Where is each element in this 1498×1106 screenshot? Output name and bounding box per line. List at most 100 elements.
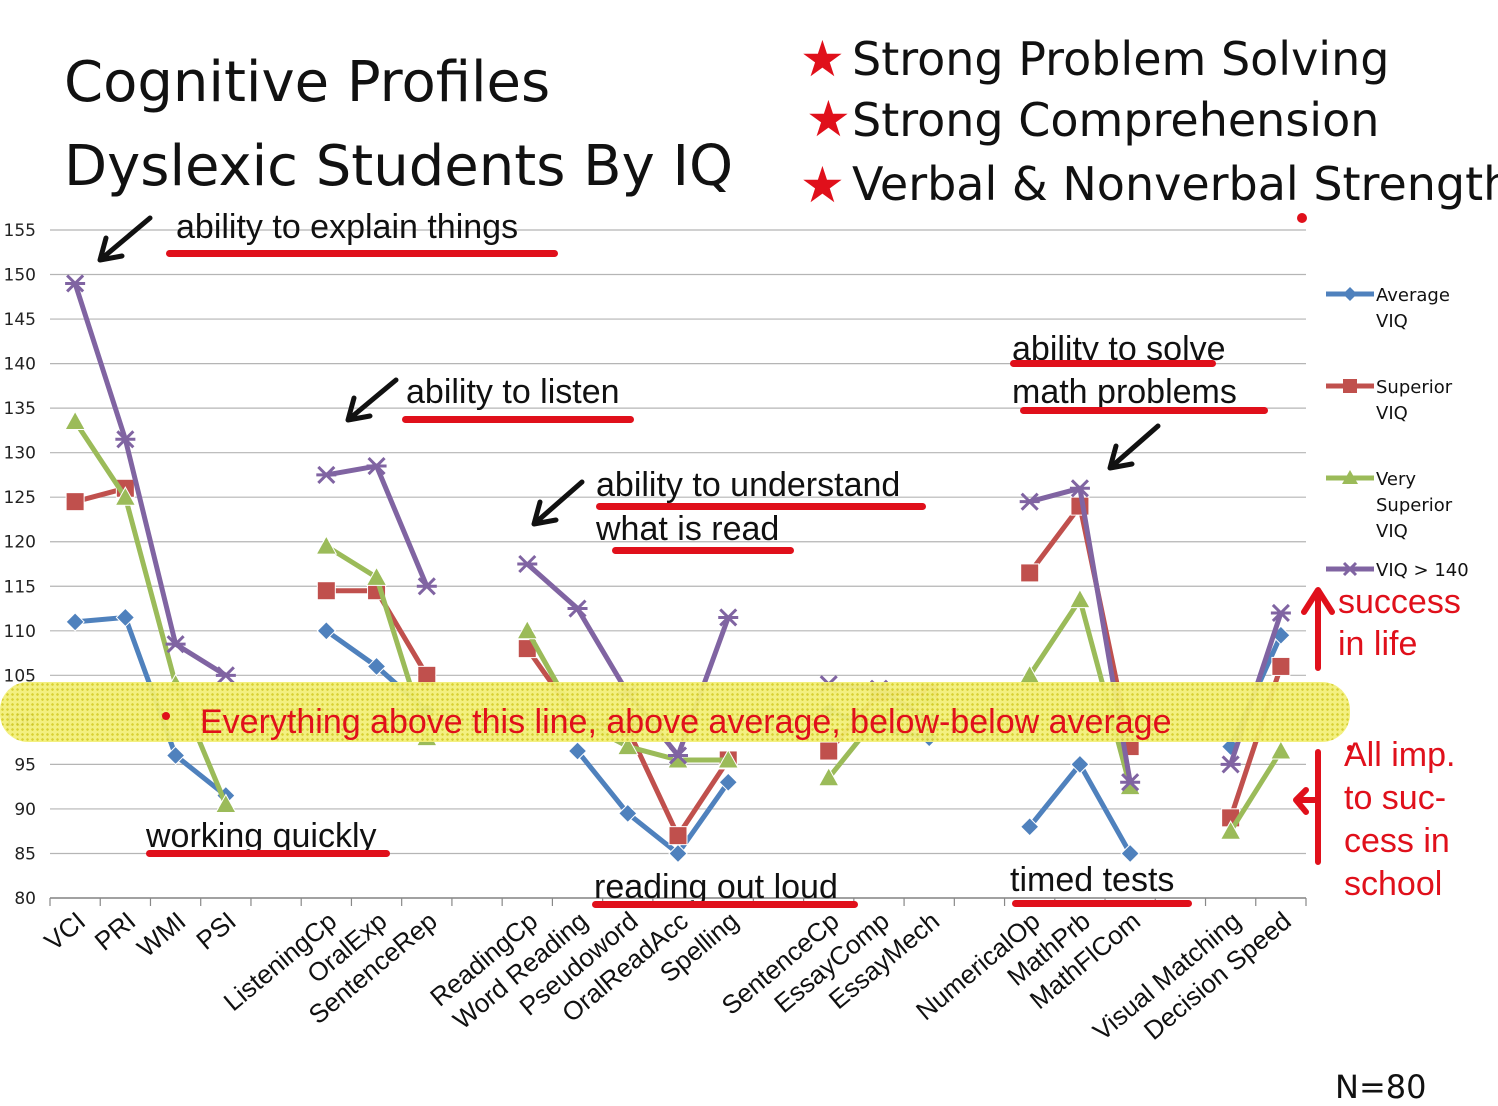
red-up-arrow-icon [1301, 587, 1335, 671]
strength-2: Strong Comprehension [852, 93, 1380, 147]
data-point [115, 607, 136, 628]
data-point [1220, 755, 1241, 774]
data-point [65, 492, 85, 512]
strength-3: Verbal & Nonverbal Strengths [852, 157, 1498, 211]
data-point [1271, 656, 1291, 676]
data-point [365, 566, 388, 586]
legend-label: VIQ [1376, 521, 1408, 542]
red-underline [402, 416, 634, 423]
data-point [214, 793, 237, 813]
data-point [1270, 603, 1291, 623]
data-point [1019, 817, 1040, 837]
average-threshold-band [0, 682, 1350, 742]
data-point [567, 599, 588, 618]
annotation-reading-loud: reading out loud [594, 868, 838, 906]
y-tick-label: 140 [4, 355, 36, 375]
bullet-dot [162, 712, 170, 720]
data-point [668, 746, 688, 765]
legend-marker [1343, 379, 1357, 393]
data-point [316, 465, 337, 484]
data-point [1120, 843, 1140, 864]
legend-marker [1342, 561, 1358, 577]
legend-label: Superior [1376, 495, 1453, 516]
annotation-listen: ability to listen [406, 373, 620, 411]
data-point [165, 635, 186, 654]
y-tick-label: 120 [4, 533, 36, 553]
band-label: Everything above this line, above averag… [200, 703, 1172, 741]
data-point [165, 745, 186, 766]
y-tick-label: 110 [4, 622, 36, 642]
chart-title-line2: Dyslexic Students By IQ [64, 134, 734, 199]
annotation-explain: ability to explain things [176, 208, 519, 246]
data-point [416, 577, 437, 596]
legend-label: Superior [1376, 377, 1453, 398]
data-point [1069, 479, 1090, 498]
y-tick-label: 135 [4, 399, 36, 419]
annotation-school-3: cess in [1344, 822, 1450, 860]
data-point [316, 621, 337, 641]
data-point [819, 741, 839, 761]
strength-1: Strong Problem Solving [852, 32, 1390, 86]
legend-label: VIQ > 140 [1376, 560, 1469, 581]
red-underline [166, 250, 558, 257]
red-underline [1012, 900, 1192, 907]
arrow-icon [531, 479, 585, 527]
legend-label: VIQ [1376, 311, 1408, 332]
red-star-icon: ★ [806, 90, 851, 148]
data-point [1219, 820, 1242, 840]
red-star-icon: ★ [800, 156, 845, 214]
y-tick-label: 125 [4, 488, 36, 508]
data-point [517, 554, 538, 574]
y-tick-label: 115 [4, 577, 36, 597]
data-point [1120, 773, 1141, 792]
y-tick-label: 150 [4, 266, 36, 286]
annotation-school-2: to suc- [1344, 779, 1447, 817]
series-line [575, 749, 731, 856]
y-tick-label: 155 [4, 221, 36, 241]
y-tick-label: 85 [14, 844, 36, 864]
annotation-timed: timed tests [1010, 861, 1175, 899]
data-point [114, 486, 137, 506]
chart-title-line1: Cognitive Profiles [64, 50, 551, 115]
data-point [516, 619, 539, 640]
data-point [215, 666, 236, 685]
arrow-icon [345, 377, 399, 423]
red-underline [1010, 360, 1216, 367]
y-tick-label: 145 [4, 310, 36, 330]
arrow-icon [97, 215, 153, 263]
y-tick-label: 80 [14, 889, 36, 909]
annotation-working: working quickly [146, 817, 377, 855]
red-underline [596, 503, 926, 510]
data-point [668, 843, 688, 864]
red-dot-icon [1297, 213, 1307, 223]
red-underline [592, 901, 858, 908]
y-tick-label: 95 [14, 755, 36, 775]
data-point [366, 656, 387, 677]
data-point [567, 741, 588, 761]
legend-marker [1343, 287, 1357, 301]
sample-size-label: N=80 [1335, 1068, 1427, 1106]
data-point [115, 430, 136, 449]
red-underline [612, 547, 794, 554]
data-point [1019, 492, 1040, 511]
series-line [73, 420, 229, 806]
data-point [718, 608, 739, 627]
y-tick-label: 130 [4, 444, 36, 464]
annotation-solve-2: math problems [1012, 373, 1237, 411]
chart-legend: Average VIQ Superior VIQ Very Superior VIQ VIQ … [1326, 285, 1469, 581]
red-star-icon: ★ [800, 30, 845, 88]
red-dot-icon [1347, 745, 1353, 751]
data-point [65, 274, 86, 293]
data-point [315, 535, 338, 555]
data-point [65, 612, 85, 632]
data-point [668, 826, 688, 846]
arrow-icon [1107, 423, 1161, 471]
data-point [1020, 563, 1040, 583]
red-underline [1020, 407, 1268, 414]
legend-label: VIQ [1376, 403, 1408, 424]
data-point [718, 772, 738, 792]
legend-label: Average [1376, 285, 1450, 306]
data-point [1070, 754, 1090, 775]
data-point [64, 410, 86, 430]
